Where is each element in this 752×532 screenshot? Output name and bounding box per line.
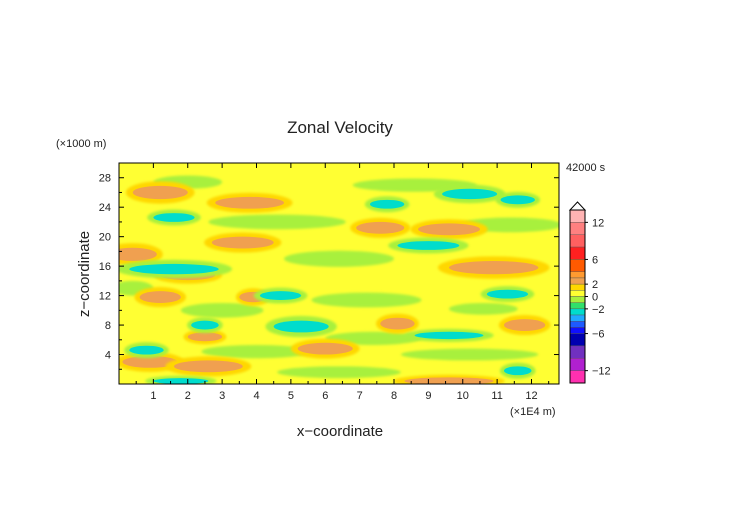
colorbar-swatch [569,209,586,223]
x-axis-label: x−coordinate [297,423,383,440]
positive-velocity-cell [139,291,181,303]
positive-velocity-cell [418,223,480,236]
colorbar-swatch [569,370,586,384]
weak-negative-region [284,250,394,267]
negative-velocity-cell [486,289,529,299]
x-tick-label: 7 [357,390,363,402]
weak-negative-region [180,302,264,318]
colorbar-swatch [569,290,586,297]
x-tick-label: 10 [457,390,469,402]
colorbar-tick-label: 2 [592,279,598,291]
colorbar-swatch [569,333,586,347]
colorbar-swatch [569,345,586,359]
colorbar-overflow-triangle [568,201,587,211]
y-axis-label: z−coordinate [76,231,93,317]
colorbar-swatch [569,358,586,371]
chart-title: Zonal Velocity [287,118,393,137]
positive-velocity-cell [449,260,539,275]
colorbar-swatch [569,246,586,260]
weak-negative-region [277,366,401,379]
colorbar-swatch [569,308,586,316]
x-axis: 1 2 3 4 5 6 7 8 9 10 11 12 [135,163,550,402]
x-tick-label: 11 [491,390,502,402]
x-tick-label: 12 [525,390,537,402]
positive-velocity-cell [356,221,405,234]
weak-negative-region [311,292,422,308]
negative-velocity-cell [369,199,405,209]
colorbar-swatch [569,277,586,285]
negative-velocity-cell [273,320,329,333]
colorbar-tick-label: 12 [592,217,604,229]
weak-negative-region [449,302,518,315]
x-tick-label: 2 [185,390,191,402]
colorbar-swatch [569,222,586,235]
weak-negative-region [208,214,346,230]
negative-velocity-cell [153,213,195,222]
x-tick-label: 6 [322,390,328,402]
y-unit-label: (×1000 m) [56,138,106,150]
positive-velocity-cell [119,247,157,261]
negative-velocity-cell [500,195,535,205]
colorbar-tick-label: −12 [592,366,611,378]
positive-velocity-cell [174,360,243,373]
y-tick-label: 28 [99,173,111,185]
negative-velocity-cell [259,291,302,301]
y-tick-label: 8 [105,320,111,332]
y-tick-label: 24 [99,202,111,214]
weak-negative-region [201,344,312,359]
weak-negative-region [400,348,539,361]
positive-velocity-cell [504,319,546,331]
negative-velocity-cell [129,263,219,275]
colorbar-swatch [569,283,586,291]
positive-velocity-cell [187,332,223,342]
colorbar-swatch [569,296,586,303]
colorbar-tick-label: −2 [592,304,605,316]
plot-area [119,163,559,384]
y-tick-label: 4 [105,350,111,362]
positive-velocity-cell [297,342,353,355]
x-tick-label: 1 [150,390,156,402]
y-tick-label: 20 [99,232,111,244]
plot-frame [118,162,560,385]
x-tick-label: 3 [219,390,225,402]
colorbar-tick-label: −6 [592,329,605,341]
colorbar-tick-label: 6 [592,254,598,266]
positive-velocity-cell [132,185,188,200]
colorbar-swatch [569,302,586,310]
negative-velocity-cell [504,366,532,376]
negative-velocity-cell [397,241,460,250]
positive-velocity-cell [380,317,415,330]
negative-velocity-cell [191,320,219,330]
positive-velocity-cell [404,377,494,384]
time-label: 42000 s [566,162,606,174]
x-tick-label: 9 [425,390,431,402]
colorbar: 12 6 20−2 −6 −12 [568,201,611,384]
x-tick-label: 4 [253,390,259,402]
positive-velocity-cell [211,236,274,249]
y-tick-label: 16 [99,261,111,273]
colorbar-swatch [569,327,586,334]
x-tick-label: 8 [391,390,397,402]
velocity-field [119,175,559,384]
colorbar-swatch [569,259,586,272]
colorbar-swatch [569,271,586,279]
colorbar-swatch [569,321,586,328]
negative-velocity-cell [153,378,209,384]
positive-velocity-cell [122,356,178,368]
positive-velocity-cell [215,196,284,209]
colorbar-swatch [569,234,586,248]
x-unit-label: (×1E4 m) [510,406,556,418]
colorbar-tick-label: 0 [592,292,598,304]
negative-velocity-cell [442,188,498,200]
y-axis: 4 8 12 16 20 24 28 [99,173,559,370]
colorbar-swatch [569,314,586,322]
negative-velocity-cell [129,345,164,355]
x-tick-label: 5 [288,390,294,402]
negative-velocity-cell [414,331,484,340]
y-tick-label: 12 [99,291,111,303]
